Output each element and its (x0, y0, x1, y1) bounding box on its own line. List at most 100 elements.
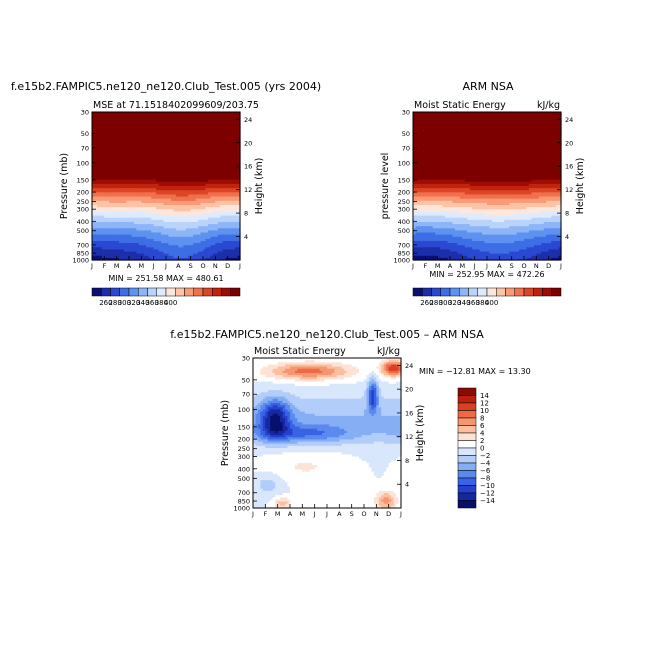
colorbar-label: −6 (480, 467, 491, 475)
colorbar-swatch (128, 287, 139, 297)
x-tick-label: S (350, 510, 354, 518)
y-tick-label: 400 (77, 218, 89, 226)
colorbar-label: 300 (118, 299, 131, 307)
colorbar-swatch (110, 287, 120, 297)
y-right-tick-label: 20 (244, 139, 252, 147)
x-tick-label: S (189, 262, 193, 270)
colorbar-swatch (542, 287, 552, 297)
colorbar-swatch (523, 287, 534, 297)
colorbar-swatch (230, 287, 241, 297)
y-tick-label: 850 (398, 250, 410, 258)
colorbar-label: 320 (448, 299, 461, 307)
y-tick-label: 300 (398, 206, 410, 214)
chart-subtitle-left: Moist Static Energy (254, 346, 346, 357)
y-tick-label: 150 (238, 423, 250, 431)
y-axis-label: Pressure (mb) (59, 153, 70, 219)
colorbar-swatch (212, 287, 222, 297)
colorbar-swatch (431, 287, 441, 297)
colorbar-label: −12 (480, 490, 495, 498)
min-max-stats: MIN = −12.81 MAX = 13.30 (419, 367, 531, 376)
x-tick-label: J (559, 262, 562, 270)
x-tick-label: D (546, 262, 551, 270)
y-tick-label: 200 (77, 189, 89, 197)
y-right-tick-label: 24 (405, 362, 413, 370)
x-tick-label: F (263, 510, 267, 518)
x-tick-label: J (90, 262, 93, 270)
y-right-tick-label: 12 (405, 433, 413, 441)
y-tick-label: 70 (81, 144, 89, 152)
x-tick-label: J (313, 510, 316, 518)
y-tick-label: 1000 (393, 257, 410, 265)
y-tick-label: 100 (238, 406, 250, 414)
y-tick-label: 30 (402, 109, 410, 117)
x-tick-label: J (164, 262, 167, 270)
colorbar-swatch (221, 287, 231, 297)
x-tick-label: N (534, 262, 539, 270)
y-tick-label: 150 (398, 176, 410, 184)
colorbar-label: 8 (480, 415, 484, 423)
y-tick-label: 100 (398, 159, 410, 167)
y-tick-label: 500 (398, 227, 410, 235)
chart-subtitle-left: MSE at 71.1518402099609/203.75 (93, 100, 259, 111)
x-tick-label: J (485, 262, 488, 270)
colorbar-swatch (440, 287, 451, 297)
x-tick-label: A (448, 262, 453, 270)
x-tick-label: A (127, 262, 132, 270)
y-right-axis-label: Height (km) (254, 158, 265, 215)
colorbar-label: 360 (145, 299, 158, 307)
x-tick-label: F (102, 262, 106, 270)
y-tick-label: 300 (77, 206, 89, 214)
colorbar-swatch (449, 287, 460, 297)
colorbar-swatch (457, 500, 477, 509)
colorbar-label: −4 (480, 460, 491, 468)
colorbar-swatch (457, 470, 477, 479)
colorbar-label: 340 (457, 299, 470, 307)
y-right-tick-label: 8 (405, 457, 409, 465)
y-tick-label: 700 (398, 241, 410, 249)
colorbar-label: 6 (480, 422, 485, 430)
y-tick-label: 300 (238, 453, 250, 461)
y-right-tick-label: 24 (565, 116, 573, 124)
colorbar-swatch (457, 417, 477, 426)
x-tick-label: A (288, 510, 293, 518)
min-max-stats: MIN = 251.58 MAX = 480.61 (108, 274, 223, 283)
y-tick-label: 50 (402, 130, 410, 138)
y-tick-label: 30 (81, 109, 89, 117)
x-tick-label: J (152, 262, 155, 270)
y-right-tick-label: 8 (244, 210, 248, 218)
y-tick-label: 400 (398, 218, 410, 226)
colorbar-swatch (457, 440, 477, 449)
y-tick-label: 250 (398, 198, 410, 206)
x-tick-label: M (275, 510, 281, 518)
colorbar-swatch (202, 287, 213, 297)
y-tick-label: 850 (238, 498, 250, 506)
colorbar-label: 0 (480, 445, 484, 453)
x-tick-label: J (399, 510, 402, 518)
y-tick-label: 500 (238, 475, 250, 483)
y-right-tick-label: 12 (244, 186, 252, 194)
x-tick-label: A (497, 262, 502, 270)
colorbar-label: 320 (127, 299, 140, 307)
colorbar-swatch (457, 492, 477, 501)
colorbar-label: 10 (480, 407, 489, 415)
y-tick-label: 30 (242, 355, 250, 363)
y-tick-label: 700 (77, 241, 89, 249)
chart-subtitle-left: Moist Static Energy (414, 100, 506, 111)
colorbar-label: 380 (476, 299, 489, 307)
x-tick-label: A (337, 510, 342, 518)
colorbar-swatch (119, 287, 130, 297)
y-right-tick-label: 8 (565, 210, 569, 218)
chart-title: f.e15b2.FAMPIC5.ne120_ne120.Club_Test.00… (170, 328, 484, 341)
chart-subtitle-right: kJ/kg (537, 100, 560, 111)
colorbar-label: 400 (485, 299, 498, 307)
colorbar-swatch (457, 425, 477, 434)
contour-field (253, 358, 402, 509)
chart-panel-0: f.e15b2.FAMPIC5.ne120_ne120.Club_Test.00… (11, 80, 321, 283)
colorbar-swatch (457, 387, 477, 396)
colorbar-swatch (184, 287, 194, 297)
colorbar-label: 280 (429, 299, 442, 307)
colorbar-swatch (91, 287, 102, 297)
colorbar-swatch (457, 395, 477, 404)
